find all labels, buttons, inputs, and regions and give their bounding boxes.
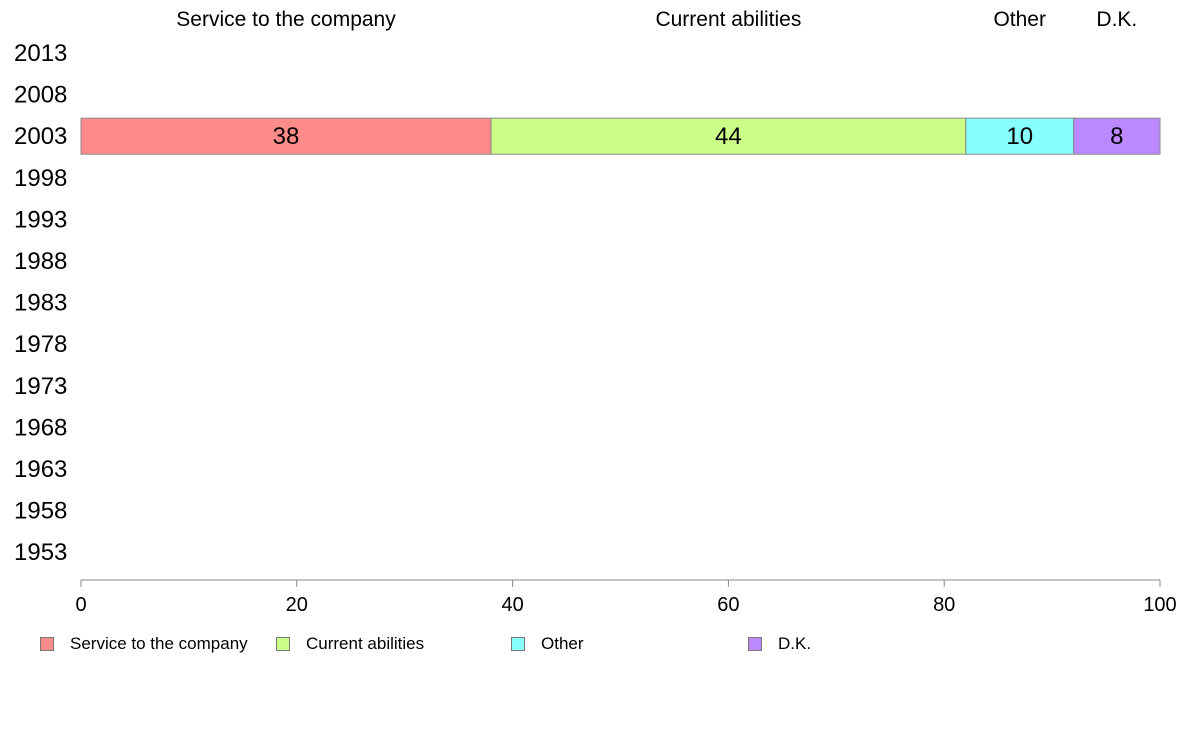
- top-label: Other: [993, 8, 1046, 31]
- legend-swatch: [276, 637, 290, 651]
- legend-swatch: [748, 637, 762, 651]
- category-label: 1973: [14, 373, 67, 400]
- legend-item: Service to the company: [40, 630, 248, 658]
- legend-item: Other: [511, 630, 584, 658]
- category-label: 1993: [14, 206, 67, 233]
- legend-item: Current abilities: [276, 630, 424, 658]
- bar-segment: [1073, 117, 1161, 155]
- legend-label: Current abilities: [306, 634, 425, 653]
- top-label: D.K.: [1096, 8, 1137, 31]
- data-label: 10: [1006, 123, 1033, 150]
- legend-swatch: [511, 637, 525, 651]
- data-label: 38: [273, 123, 300, 150]
- legend-swatch: [40, 637, 54, 651]
- x-tick-label: 40: [501, 594, 523, 616]
- chart: 2013200820031998199319881983197819731968…: [14, 8, 1177, 616]
- category-label: 1953: [14, 539, 67, 566]
- data-label: 44: [715, 123, 742, 150]
- category-label: 1983: [14, 290, 67, 317]
- category-label: 1978: [14, 331, 67, 358]
- top-label: Service to the company: [176, 8, 396, 31]
- legend-item: D.K.: [748, 630, 811, 658]
- bar-segment: [965, 117, 1075, 155]
- data-label: 8: [1110, 123, 1123, 150]
- category-label: 2013: [14, 40, 67, 67]
- category-label: 2008: [14, 82, 67, 109]
- x-tick-label: 100: [1143, 594, 1176, 616]
- x-tick-label: 0: [75, 594, 86, 616]
- x-tick-label: 80: [933, 594, 955, 616]
- legend-label: D.K.: [778, 634, 812, 653]
- x-tick-label: 60: [717, 594, 739, 616]
- category-label: 1958: [14, 498, 67, 525]
- category-label: 1988: [14, 248, 67, 275]
- legend-label: Service to the company: [70, 634, 248, 653]
- category-label: 1963: [14, 456, 67, 483]
- x-tick-label: 20: [286, 594, 308, 616]
- legend: Service to the company Current abilities O…: [0, 630, 1188, 658]
- top-label: Current abilities: [655, 8, 801, 31]
- legend-label: Other: [541, 634, 584, 653]
- category-label: 1998: [14, 165, 67, 192]
- category-label: 1968: [14, 414, 67, 441]
- bar-segment: [80, 117, 492, 155]
- category-label: 2003: [14, 123, 67, 150]
- bar-segment: [490, 117, 967, 155]
